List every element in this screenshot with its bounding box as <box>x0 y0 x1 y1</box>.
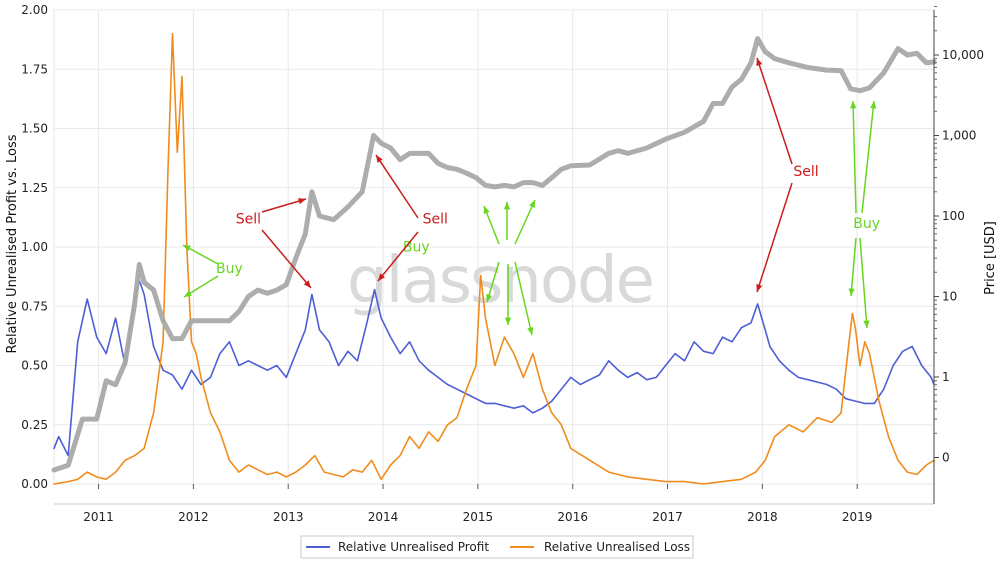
y2-axis-title: Price [USD] <box>983 221 998 295</box>
annotation-arrowhead <box>303 280 311 288</box>
x-tick-label: 2011 <box>83 510 114 524</box>
annotation-arrowhead <box>376 155 383 163</box>
y2-tick-label: 10,000 <box>942 48 984 62</box>
watermark: glassnode <box>347 244 653 318</box>
annotation-arrowhead <box>184 290 192 297</box>
y-tick-label: 0.25 <box>21 418 48 432</box>
annotation-arrow <box>514 261 533 336</box>
series-line-profit <box>53 279 935 457</box>
series-line-loss <box>53 32 935 485</box>
legend-label-loss: Relative Unrealised Loss <box>544 540 690 554</box>
series-line-price <box>51 36 937 473</box>
annotation-arrowhead <box>483 206 490 214</box>
y2-tick-label: 1,000 <box>942 129 976 143</box>
series-layer <box>51 32 937 485</box>
y-tick-label: 1.75 <box>21 62 48 76</box>
annotation-arrowhead <box>756 284 763 292</box>
annotation-arrowhead <box>756 58 763 66</box>
annotation-buy-5: Buy <box>853 216 880 232</box>
annotation-arrow <box>375 154 419 219</box>
y-tick-label: 1.00 <box>21 240 48 254</box>
annotation-layer: Buy Sell Sell Buy Sell Buy <box>182 57 880 336</box>
annotation-arrow <box>261 198 307 213</box>
annotation-arrow <box>261 229 312 289</box>
x-tick-label: 2017 <box>652 510 683 524</box>
y-tick-label: 2.00 <box>21 3 48 17</box>
x-tick-label: 2018 <box>747 510 778 524</box>
legend-label-profit: Relative Unrealised Profit <box>338 540 489 554</box>
annotation-sell-4: Sell <box>793 164 818 180</box>
annotation-arrow <box>756 57 793 165</box>
annotation-arrowhead <box>848 288 855 296</box>
annotation-arrowhead <box>527 327 534 335</box>
annotation-arrow <box>861 100 875 214</box>
y2-tick-label: 1 <box>942 370 950 384</box>
y-tick-label: 1.25 <box>21 181 48 195</box>
x-tick-label: 2012 <box>178 510 209 524</box>
annotation-buy-3: Buy <box>403 240 430 256</box>
annotation-sell-1: Sell <box>236 211 261 227</box>
annotation-arrowhead <box>183 245 191 252</box>
y2-tick-label: 10 <box>942 290 957 304</box>
y-tick-label: 0.75 <box>21 299 48 313</box>
y-tick-label: 0.50 <box>21 359 48 373</box>
y2-tick-label: 0 <box>942 451 950 465</box>
annotation-arrow <box>852 100 857 214</box>
annotation-arrowhead <box>529 200 535 208</box>
axes: 0.00 0.25 0.50 0.75 1.00 1.25 1.50 1.75 2.00 2011… <box>21 3 984 524</box>
annotation-arrowhead <box>486 294 493 302</box>
x-tick-label: 2015 <box>463 510 494 524</box>
annotation-buy-0: Buy <box>216 261 243 277</box>
x-tick-label: 2014 <box>368 510 399 524</box>
x-tick-label: 2019 <box>842 510 873 524</box>
annotation-arrowhead <box>298 198 306 205</box>
annotation-arrowhead <box>850 101 857 109</box>
annotation-arrowhead <box>863 320 870 328</box>
y-axis-title: Relative Unrealised Profit vs. Loss <box>5 134 20 353</box>
y2-tick-label: 100 <box>942 209 965 223</box>
annotation-arrowhead <box>870 101 877 109</box>
annotation-sell-2: Sell <box>423 211 448 227</box>
x-tick-label: 2016 <box>557 510 588 524</box>
legend: Relative Unrealised Profit Relative Unre… <box>300 535 694 559</box>
y-tick-label: 0.00 <box>21 477 48 491</box>
y-tick-label: 1.50 <box>21 122 48 136</box>
annotation-arrow <box>850 237 857 297</box>
x-tick-label: 2013 <box>273 510 304 524</box>
legend-box <box>300 535 694 559</box>
annotation-arrow <box>514 199 536 245</box>
annotation-arrowhead <box>378 273 386 281</box>
annotation-arrow <box>756 182 793 293</box>
annotation-arrowhead <box>503 202 511 210</box>
annotation-arrow <box>859 237 868 329</box>
annotation-arrow <box>377 231 419 282</box>
annotation-arrowhead <box>504 317 512 325</box>
